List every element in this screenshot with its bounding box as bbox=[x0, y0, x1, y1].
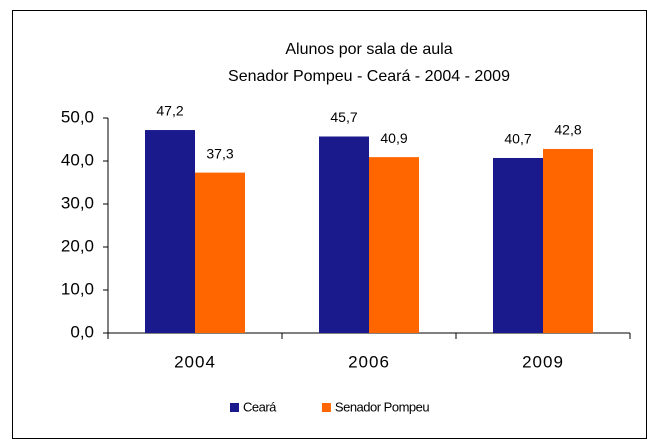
legend-label: Senador Pompeu bbox=[335, 399, 429, 414]
y-tick-label: 40,0 bbox=[61, 150, 94, 169]
y-tick-label: 50,0 bbox=[61, 107, 94, 126]
x-tick-label: 2009 bbox=[522, 352, 564, 371]
value-label: 45,7 bbox=[330, 109, 357, 125]
value-label: 37,3 bbox=[206, 145, 233, 161]
bar bbox=[145, 130, 195, 333]
y-tick-label: 0,0 bbox=[70, 322, 94, 341]
bar bbox=[493, 157, 543, 333]
legend-swatch bbox=[321, 403, 331, 412]
bar bbox=[195, 172, 245, 333]
legend-label: Ceará bbox=[243, 399, 277, 414]
value-label: 47,2 bbox=[156, 103, 183, 119]
y-tick-label: 10,0 bbox=[61, 279, 94, 298]
chart-title: Alunos por sala de aula bbox=[285, 41, 452, 58]
legend-swatch bbox=[230, 403, 239, 412]
value-label: 42,8 bbox=[554, 122, 581, 138]
value-label: 40,9 bbox=[380, 130, 407, 146]
x-tick-label: 2006 bbox=[348, 352, 390, 371]
y-tick-label: 20,0 bbox=[61, 236, 94, 255]
y-tick-label: 30,0 bbox=[61, 193, 94, 212]
chart-subtitle: Senador Pompeu - Ceará - 2004 - 2009 bbox=[228, 68, 510, 85]
bar bbox=[319, 136, 369, 333]
x-tick-label: 2004 bbox=[174, 352, 216, 371]
value-label: 40,7 bbox=[504, 131, 531, 147]
bar bbox=[543, 148, 593, 333]
bar bbox=[369, 157, 419, 333]
